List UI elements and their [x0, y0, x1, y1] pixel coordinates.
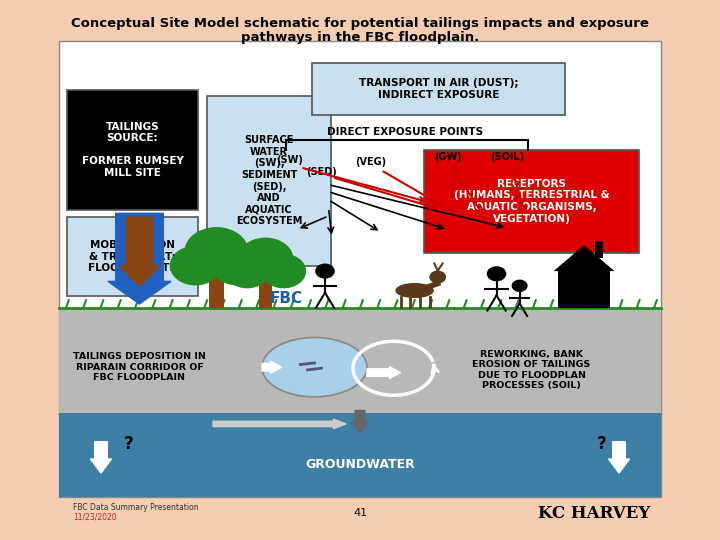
FancyArrow shape: [119, 217, 160, 286]
Text: RECEPTORS
(HUMANS, TERRESTRIAL &
AQUATIC ORGANISMS,
VEGETATION): RECEPTORS (HUMANS, TERRESTRIAL & AQUATIC…: [454, 179, 609, 224]
Text: KC HARVEY: KC HARVEY: [539, 505, 651, 522]
FancyBboxPatch shape: [59, 40, 661, 497]
Text: (VEG): (VEG): [355, 157, 386, 167]
FancyBboxPatch shape: [312, 63, 565, 115]
Circle shape: [212, 246, 264, 286]
Text: FBC Data Summary Presentation: FBC Data Summary Presentation: [73, 503, 199, 512]
Text: (SW): (SW): [276, 155, 303, 165]
Circle shape: [225, 254, 270, 288]
Text: 41: 41: [353, 508, 367, 518]
Text: (SED): (SED): [306, 167, 337, 177]
Bar: [210, 267, 224, 308]
Text: TAILINGS
SOURCE:

FORMER RUMSEY
MILL SITE: TAILINGS SOURCE: FORMER RUMSEY MILL SITE: [81, 122, 184, 178]
Circle shape: [170, 246, 221, 286]
Text: DIRECT EXPOSURE POINTS: DIRECT EXPOSURE POINTS: [328, 127, 484, 137]
FancyArrow shape: [608, 442, 629, 473]
Text: pathways in the FBC floodplain.: pathways in the FBC floodplain.: [241, 31, 479, 44]
Circle shape: [512, 280, 528, 292]
Text: 11/23/2020: 11/23/2020: [73, 513, 117, 522]
Circle shape: [315, 264, 335, 279]
Circle shape: [261, 254, 306, 288]
FancyArrow shape: [108, 213, 171, 304]
Text: GROUNDWATER: GROUNDWATER: [305, 458, 415, 471]
Polygon shape: [554, 245, 614, 271]
FancyArrow shape: [262, 361, 282, 373]
FancyBboxPatch shape: [424, 150, 639, 253]
Text: FBC: FBC: [270, 291, 303, 306]
Bar: [595, 241, 603, 258]
Circle shape: [238, 238, 294, 281]
FancyArrow shape: [213, 419, 346, 429]
Text: REWORKING, BANK
EROSION OF TAILINGS
DUE TO FLOODPLAN
PROCESSES (SOIL): REWORKING, BANK EROSION OF TAILINGS DUE …: [472, 350, 590, 390]
Bar: [558, 271, 611, 308]
Text: MOBILIZATION
& TRANSPORT:
FLOOD EVENTS: MOBILIZATION & TRANSPORT: FLOOD EVENTS: [88, 240, 177, 273]
Circle shape: [487, 266, 506, 281]
Text: TRANSPORT IN AIR (DUST);
INDIRECT EXPOSURE: TRANSPORT IN AIR (DUST); INDIRECT EXPOSU…: [359, 78, 518, 100]
Bar: [259, 273, 271, 308]
FancyArrow shape: [351, 410, 369, 433]
Ellipse shape: [262, 338, 367, 397]
FancyArrow shape: [367, 367, 400, 379]
FancyBboxPatch shape: [207, 96, 330, 266]
Text: (SOIL): (SOIL): [490, 152, 524, 161]
Text: SURFACE
WATER
(SW),
SEDIMENT
(SED),
AND
AQUATIC
ECOSYSTEM: SURFACE WATER (SW), SEDIMENT (SED), AND …: [235, 136, 302, 226]
Text: ?: ?: [597, 435, 606, 453]
FancyBboxPatch shape: [68, 90, 197, 210]
FancyBboxPatch shape: [68, 217, 197, 296]
Bar: [59, 413, 661, 497]
Bar: [59, 308, 661, 413]
Circle shape: [429, 271, 446, 284]
Circle shape: [184, 227, 248, 276]
Text: ?: ?: [124, 435, 134, 453]
FancyArrow shape: [91, 442, 112, 473]
Text: TAILINGS DEPOSITION IN
RIPARAIN CORRIDOR OF
FBC FLOODPLAIN: TAILINGS DEPOSITION IN RIPARAIN CORRIDOR…: [73, 352, 206, 382]
Ellipse shape: [395, 283, 434, 298]
Text: Conceptual Site Model schematic for potential tailings impacts and exposure: Conceptual Site Model schematic for pote…: [71, 17, 649, 30]
Text: (GW): (GW): [433, 152, 462, 161]
